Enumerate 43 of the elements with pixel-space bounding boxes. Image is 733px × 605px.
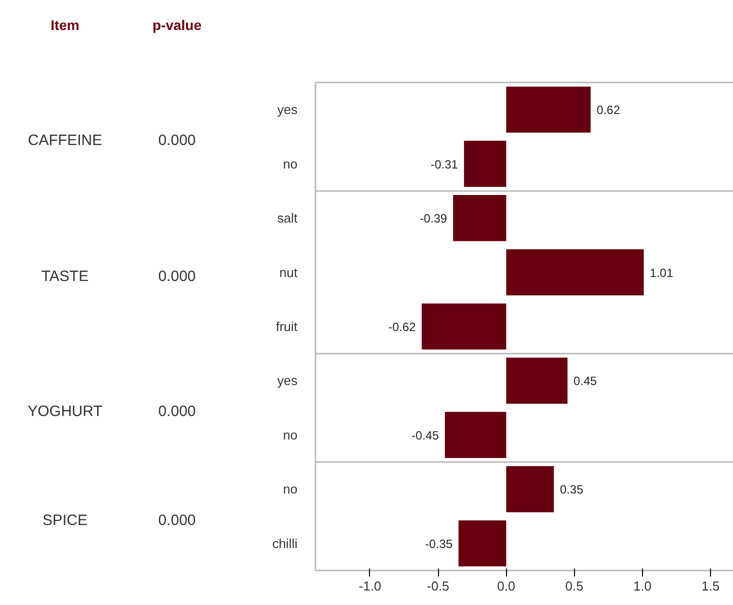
text: 0.000 — [157, 266, 197, 287]
text: 0.000 — [157, 402, 197, 422]
text: Item — [50, 16, 80, 35]
data-label: -0.45 — [412, 428, 440, 442]
data-label: 0.35 — [560, 482, 584, 497]
y-tick-label: no — [283, 427, 298, 442]
data-label: 0.45 — [574, 374, 598, 388]
text: YOGHURT — [26, 402, 104, 422]
y-tick-label: chilli — [272, 536, 298, 551]
x-tick-label: 0.0 — [497, 578, 516, 594]
data-label: 1.01 — [650, 266, 674, 280]
data-label: -0.31 — [430, 157, 458, 172]
bar — [506, 358, 568, 404]
data-label: -0.35 — [425, 536, 453, 551]
text: p-value — [151, 16, 202, 35]
bar — [444, 412, 506, 458]
text: SPICE — [41, 510, 88, 531]
bar — [506, 86, 591, 133]
text: 0.000 — [157, 131, 197, 152]
x-tick-label: 0.5 — [565, 578, 584, 594]
bar — [422, 303, 506, 350]
x-tick-label: 1.5 — [701, 578, 720, 594]
bar — [458, 520, 506, 566]
x-tick-label: -0.5 — [426, 578, 450, 594]
y-tick-label: no — [283, 156, 298, 172]
data-label: -0.62 — [388, 320, 416, 334]
data-label: 0.62 — [596, 103, 620, 118]
y-tick-label: yes — [277, 373, 298, 388]
text: CAFFEINE — [26, 131, 104, 152]
text: 0.000 — [157, 510, 197, 531]
y-tick-label: fruit — [276, 319, 298, 334]
text: TASTE — [40, 266, 90, 287]
y-tick-label: no — [283, 482, 298, 497]
bar — [453, 195, 506, 242]
bar — [506, 466, 554, 512]
data-label: -0.39 — [420, 212, 448, 226]
y-tick-label: yes — [277, 102, 298, 118]
x-tick-label: 1.0 — [633, 578, 652, 594]
bar — [506, 249, 644, 296]
y-tick-label: salt — [277, 210, 298, 226]
bar — [464, 140, 506, 187]
y-tick-label: nut — [279, 264, 298, 280]
x-tick-label: -1.0 — [358, 578, 382, 594]
